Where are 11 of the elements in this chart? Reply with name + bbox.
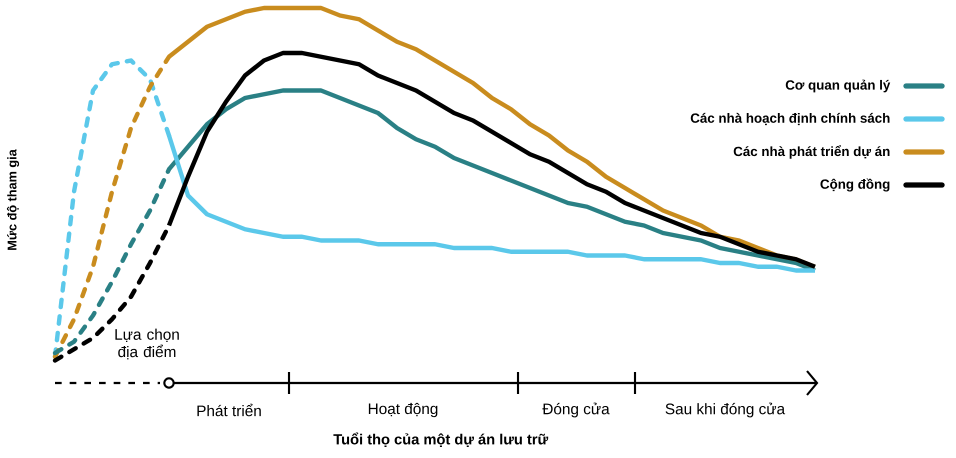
x-axis-title: Tuổi thọ của một dự án lưu trữ (333, 432, 548, 447)
text: Phát triển (197, 404, 261, 416)
text: Sau khi đóng cửa (666, 402, 786, 418)
legend-label: Cơ quan quản lý (786, 80, 890, 92)
legend-label: Các nhà hoạch định chính sách (690, 112, 890, 126)
legend-label: Cộng đồng (820, 178, 890, 192)
text: Hoạt động (368, 402, 438, 418)
y-axis-title: Mức độ tham gia (6, 149, 20, 250)
text: Đóng cửa (542, 402, 610, 418)
annotation: Lựa chọn địa điểm (115, 328, 179, 360)
legend-label: Các nhà phát triển dự án (734, 145, 890, 159)
